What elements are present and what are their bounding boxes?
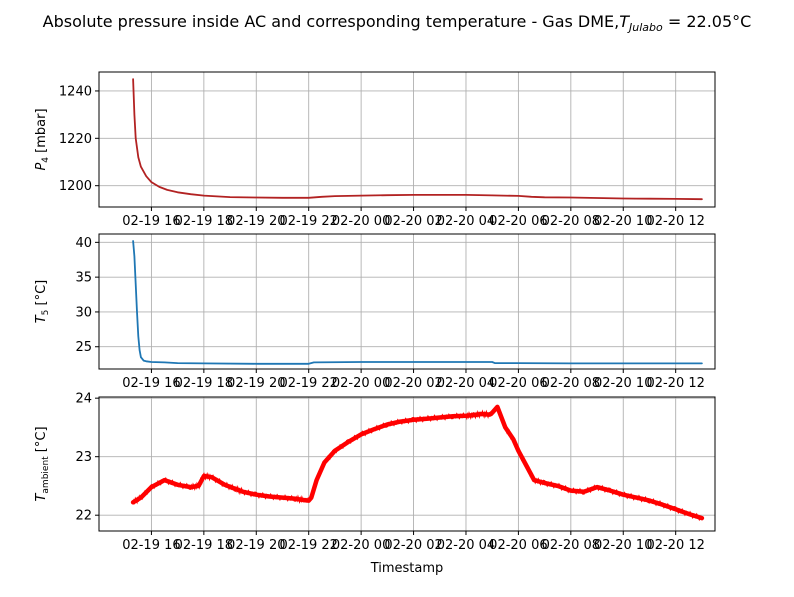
y-tick-label: 35 <box>75 271 92 286</box>
x-axis-label: Timestamp <box>370 561 444 576</box>
y-axis-label-unit: [mbar] <box>34 108 49 157</box>
x-tick-label: 02-19 16 <box>122 376 180 391</box>
series-line-1 <box>132 78 703 201</box>
y-axis-label-subscript: 5 <box>41 310 51 316</box>
x-tick-label: 02-20 08 <box>542 214 600 229</box>
y-tick-label: 23 <box>75 450 92 465</box>
axes-frame <box>98 396 716 532</box>
y-tick-label: 1240 <box>59 84 92 99</box>
y-axis-label-symbol: P <box>34 163 49 171</box>
x-tick-label: 02-19 16 <box>122 214 180 229</box>
x-tick-label: 02-20 10 <box>594 214 652 229</box>
grid <box>99 72 715 207</box>
y-axis-label-subscript: ambient <box>41 456 51 494</box>
series-line-1 <box>132 240 703 365</box>
x-tick-label: 02-20 02 <box>384 214 442 229</box>
x-tick-label: 02-19 18 <box>175 376 233 391</box>
y-tick-label: 30 <box>75 305 92 320</box>
y-tick-label: 1220 <box>59 132 92 147</box>
x-tick-label: 02-20 04 <box>437 214 495 229</box>
x-tick-label: 02-20 00 <box>332 376 390 391</box>
x-tick-label: 02-20 12 <box>646 538 704 553</box>
x-tick-label: 02-20 00 <box>332 214 390 229</box>
figure-title: Absolute pressure inside AC and correspo… <box>43 12 752 34</box>
x-tick-label: 02-19 20 <box>227 376 285 391</box>
x-tick-label: 02-19 20 <box>227 538 285 553</box>
y-tick-label: 40 <box>75 236 92 251</box>
x-tick-label: 02-20 02 <box>384 376 442 391</box>
y-axis-label-symbol: T <box>34 493 49 502</box>
x-tick-label: 02-19 22 <box>279 376 337 391</box>
y-axis-label-symbol: T <box>34 314 49 323</box>
x-tick-label: 02-20 10 <box>594 376 652 391</box>
x-tick-label: 02-20 04 <box>437 538 495 553</box>
y-axis-label: P4 [mbar] <box>34 108 51 170</box>
x-tick-label: 02-20 06 <box>489 538 547 553</box>
x-tick-label: 02-20 12 <box>646 214 704 229</box>
figure-title-main: Absolute pressure inside AC and correspo… <box>43 12 620 31</box>
y-tick-label: 22 <box>75 509 92 524</box>
x-tick-label: 02-19 22 <box>279 538 337 553</box>
x-tick-label: 02-19 22 <box>279 214 337 229</box>
x-tick-label: 02-20 02 <box>384 538 442 553</box>
x-tick-label: 02-20 06 <box>489 376 547 391</box>
x-tick-label: 02-20 12 <box>646 376 704 391</box>
x-tick-label: 02-20 08 <box>542 376 600 391</box>
figure-title-symbol: T <box>619 12 630 31</box>
y-axis-label-unit: [°C] <box>34 280 49 310</box>
y-tick-label: 25 <box>75 340 92 355</box>
x-tick-label: 02-20 00 <box>332 538 390 553</box>
figure-title-value: = 22.05°C <box>663 12 752 31</box>
axes-frame <box>98 71 716 208</box>
series-noise <box>132 405 702 522</box>
y-axis-label: T5 [°C] <box>34 280 51 324</box>
y-axis-label: Tambient [°C] <box>34 426 51 501</box>
figure-title-subscript: Julabo <box>627 21 663 34</box>
y-tick-label: 1200 <box>59 179 92 194</box>
x-tick-label: 02-20 08 <box>542 538 600 553</box>
y-axis-label-subscript: 4 <box>41 157 51 163</box>
x-tick-label: 02-20 06 <box>489 214 547 229</box>
y-tick-label: 24 <box>75 392 92 407</box>
grid <box>99 234 715 369</box>
y-axis-label-unit: [°C] <box>34 426 49 456</box>
x-tick-label: 02-20 10 <box>594 538 652 553</box>
x-tick-label: 02-19 20 <box>227 214 285 229</box>
x-tick-label: 02-19 18 <box>175 214 233 229</box>
axes-frame <box>98 233 716 370</box>
x-tick-label: 02-19 18 <box>175 538 233 553</box>
x-tick-label: 02-20 04 <box>437 376 495 391</box>
x-tick-label: 02-19 16 <box>122 538 180 553</box>
